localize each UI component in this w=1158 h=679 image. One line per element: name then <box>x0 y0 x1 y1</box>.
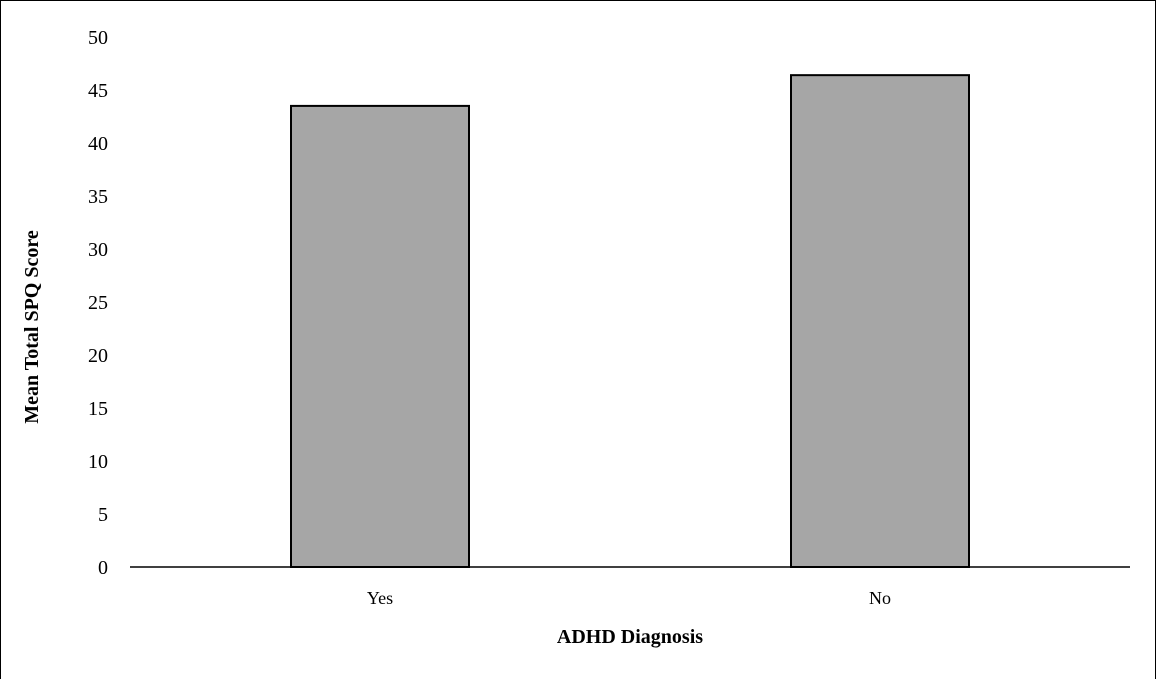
y-tick-label: 15 <box>88 398 108 420</box>
y-tick-label: 20 <box>88 345 108 367</box>
x-axis-title: ADHD Diagnosis <box>557 626 703 648</box>
x-category-label: Yes <box>367 588 393 608</box>
x-category-label: No <box>869 588 891 608</box>
bars <box>290 74 970 569</box>
y-tick-label: 25 <box>88 292 108 314</box>
y-tick-label: 30 <box>88 239 108 261</box>
y-tick-label: 45 <box>88 80 108 102</box>
y-tick-label: 35 <box>88 186 108 208</box>
y-axis-ticks: 0 5 10 15 20 25 30 35 40 45 50 <box>88 27 108 579</box>
y-tick-label: 10 <box>88 451 108 473</box>
y-tick-label: 50 <box>88 27 108 49</box>
y-axis-title: Mean Total SPQ Score <box>21 230 43 424</box>
y-tick-label: 0 <box>98 557 108 579</box>
x-axis-labels: Yes No <box>367 588 891 608</box>
bar-yes <box>290 104 470 569</box>
bar-no <box>790 74 970 568</box>
y-tick-label: 40 <box>88 133 108 155</box>
y-tick-label: 5 <box>98 504 108 526</box>
